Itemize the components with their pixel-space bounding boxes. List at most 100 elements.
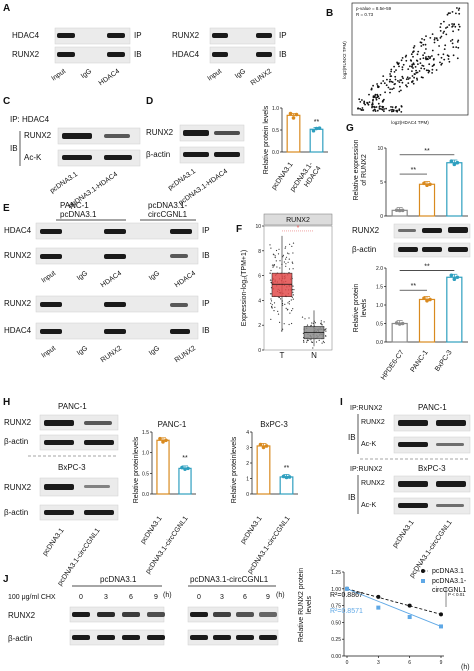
blot-band [183,130,209,136]
scatter-point [407,68,410,70]
y-tick-label: 1.25 [331,570,341,576]
blot-row-label: RUNX2 [4,251,32,260]
blot-strip [187,629,279,646]
scatter-point [390,109,392,111]
y-tick-label: 1.0 [272,106,279,112]
chart-ylabel: Relative expression [353,139,360,200]
jitter-point [310,324,312,326]
jitter-point [312,322,314,324]
scatter-point [405,78,408,81]
jitter-point [275,260,277,262]
facet-header [263,213,333,226]
jitter-point [325,328,327,330]
scatter-point [402,63,405,66]
scatter-point [375,98,378,101]
blot-strip [393,414,471,432]
scatter-point [401,75,404,78]
scatter-point [456,57,459,60]
lane-label: pcDNA3.1-circCGNL1 [57,527,102,587]
ip-label: IP: HDAC4 [10,115,50,124]
y-tick-label: 0.0 [272,150,279,156]
jitter-point [304,318,306,320]
jitter-point [285,256,288,258]
r2-label: R²=0.8867 [330,592,363,599]
group-label: pcDNA3.1 [60,210,97,219]
blot-band [57,52,75,57]
time-label: 3 [104,594,108,601]
jitter-point [292,294,294,296]
bar [309,128,324,153]
blot-band [40,254,62,259]
scatter-point [393,71,396,73]
y-tick-label: 0.5 [376,322,383,328]
scatter-point [427,55,430,58]
lane-label: pcDNA3.1 [167,168,197,192]
jitter-point [320,320,322,322]
scatter-point [425,48,427,50]
ip-label: IP:RUNX2 [350,466,382,473]
blot-band [104,155,132,160]
scatter-point [361,107,364,109]
blot-row-label: Ac-K [24,153,42,162]
panel-c: C IP: HDAC4 IB RUNX2 Ac-K pcDNA3.1 pcDNA… [3,96,141,210]
jitter-point [303,339,305,342]
fit-line [346,588,442,627]
scatter-point [416,79,419,81]
group-label: circCGNL1 [148,210,188,219]
scatter-point [455,12,457,15]
scatter-point [424,43,427,46]
jitter-point [271,306,273,308]
data-point [317,126,322,130]
scatter-point [377,102,380,105]
scatter-point [458,12,461,15]
scatter-point [427,58,429,60]
significance-label: ** [424,264,430,271]
cell-label: BxPC-3 [418,464,446,473]
data-point [394,208,399,212]
scatter-point [457,9,460,11]
scatter-point [412,82,415,85]
jitter-point [292,291,294,293]
blot-row-label: RUNX2 [8,611,36,620]
y-tick-label: 4 [246,430,249,436]
blot-band [422,228,442,233]
blot-strip [209,46,276,64]
jitter-point [320,322,322,324]
scatter-point [379,105,381,108]
scatter-point [440,63,443,66]
scatter-point [411,63,414,66]
scatter-point [411,70,413,72]
bar-chart-h2: 0 1 2 3 4 ** [246,430,298,498]
time-unit: (h) [276,592,285,599]
scatter-point [416,77,418,80]
scatter-point [438,45,440,47]
scatter-point [435,69,438,71]
legend-entry: circCGNL1 [432,587,466,594]
scatter-point [380,82,383,85]
data-point [376,605,381,610]
scatter-point [376,109,379,112]
scatter-point [406,85,408,88]
scatter-r: R = 0.73 [356,12,374,17]
blot-row-label: RUNX2 [24,131,52,140]
ib-tag: IB [202,251,210,260]
data-point [449,273,454,278]
blot-band [256,33,272,38]
data-point [425,298,429,303]
blot-band [40,302,62,307]
blot-band [84,485,110,488]
scatter-point [404,55,407,58]
data-point [291,116,296,120]
scatter-point [412,67,414,69]
data-point [397,322,402,326]
blot-band [62,133,92,139]
bar [279,476,294,495]
chart-ylabel: of RUNX2 [361,154,368,186]
jitter-point [289,243,291,245]
scatter-point [407,82,410,84]
legend-entry: pcDNA3.1- [432,578,467,585]
data-point [158,436,162,441]
scatter-point [400,111,403,113]
scatter-point [398,81,401,83]
panel-h: H PANC-1 RUNX2 β-actin BxPC-3 RUNX2 β-ac… [3,397,298,587]
